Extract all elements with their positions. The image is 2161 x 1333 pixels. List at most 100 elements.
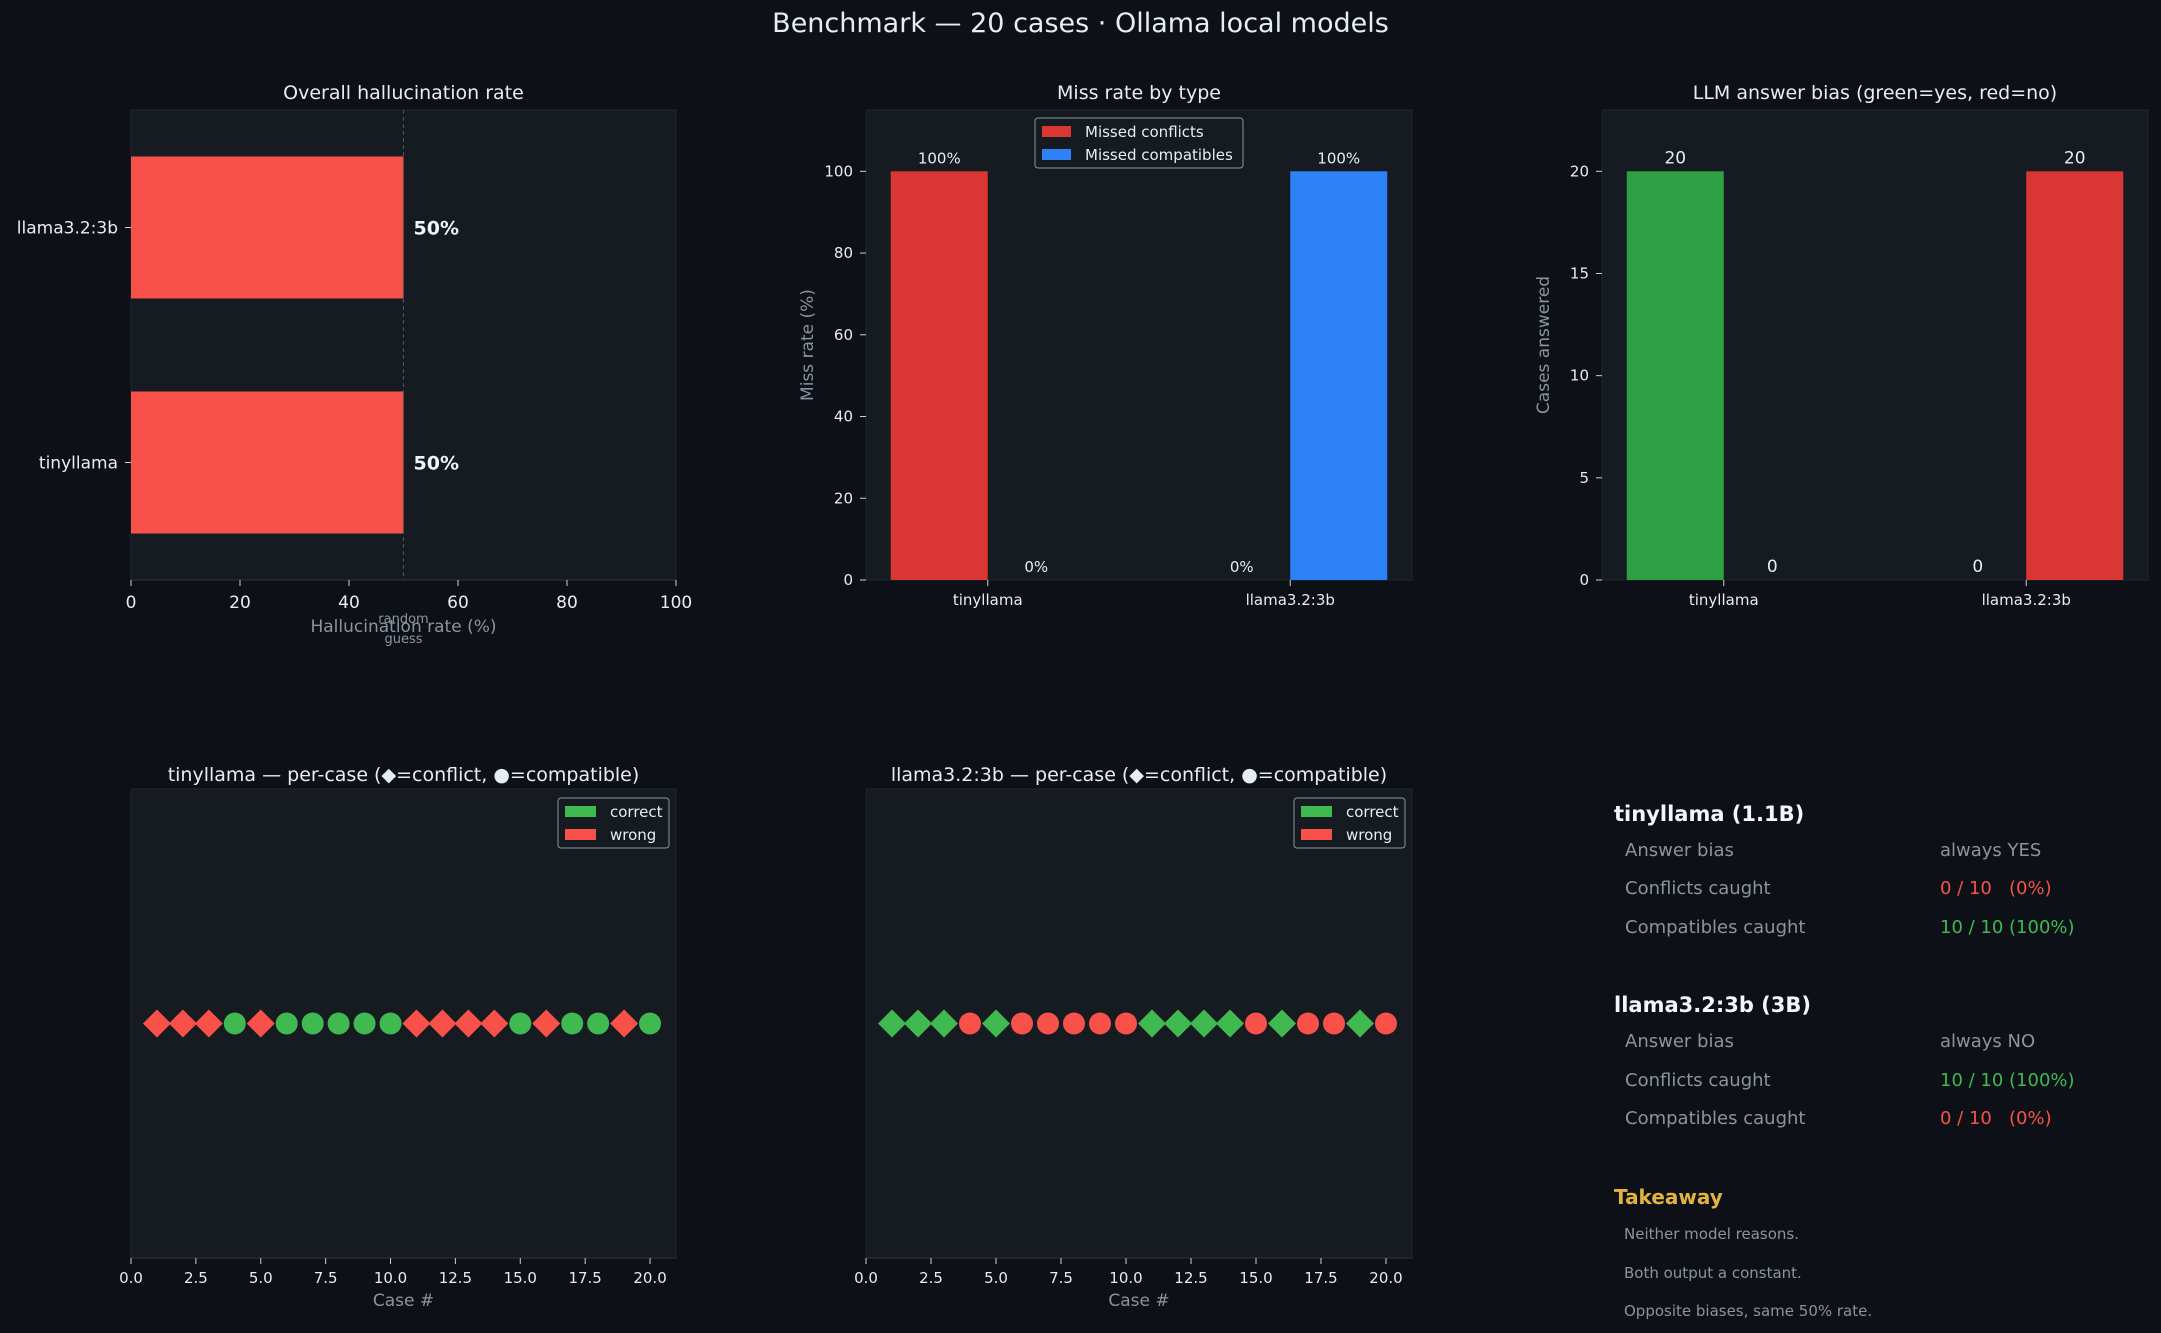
llama-cases-xtick-label-8: 20.0 xyxy=(1369,1269,1402,1287)
tinyllama-cases-xtick-label-6: 15.0 xyxy=(504,1269,537,1287)
llama-cases-x-axis-title: Case # xyxy=(1108,1291,1169,1311)
tinyllama-cases-case-4-compatible xyxy=(223,1012,246,1035)
miss-y-axis-title: Miss rate (%) xyxy=(798,289,818,401)
overall-xtick-label-100: 100 xyxy=(660,593,692,613)
bias-bar-label-llama3.2:3b-0: 0 xyxy=(1972,557,1983,577)
tinyllama-cases-xtick-label-5: 12.5 xyxy=(439,1269,472,1287)
llama-cases-xtick-label-4: 10.0 xyxy=(1109,1269,1142,1287)
bias-y-axis-title: Cases answered xyxy=(1534,276,1554,414)
tinyllama-cases-case-13-conflict xyxy=(454,1009,483,1038)
bias-bar-label-llama3.2:3b-1: 20 xyxy=(2064,148,2086,168)
llama-cases-case-20-compatible xyxy=(1375,1012,1397,1035)
tinyllama-cases-case-3-conflict xyxy=(194,1009,223,1038)
tinyllama-cases-case-20-compatible xyxy=(639,1012,662,1035)
bias-ytick-label-20: 20 xyxy=(1570,162,1589,180)
llama-cases-case-13-conflict xyxy=(1190,1009,1218,1038)
llama-cases-case-16-conflict xyxy=(1268,1009,1296,1038)
miss-bar-label-llama3.2:3b-1: 100% xyxy=(1317,149,1360,167)
tinyllama-cases-xtick-label-3: 7.5 xyxy=(314,1269,338,1287)
tinyllama-cases-legend-label-wrong: wrong xyxy=(610,826,656,844)
overall-ytick-label-llama3.2:3b: llama3.2:3b xyxy=(17,219,118,239)
bias-bar-tinyllama-0 xyxy=(1626,171,1724,580)
overall-xtick-label-40: 40 xyxy=(338,593,360,613)
overall-bar-llama3.2:3b xyxy=(131,156,404,299)
tinyllama-cases-case-10-compatible xyxy=(379,1012,402,1035)
takeaway-line-2: Both output a constant. xyxy=(1624,1264,1802,1282)
overall-bar-label-llama3.2:3b: 50% xyxy=(414,218,459,240)
miss-ytick-label-20: 20 xyxy=(834,489,853,507)
llama-cases-case-12-conflict xyxy=(1164,1009,1192,1038)
tinyllama-cases-xtick-label-1: 2.5 xyxy=(184,1269,208,1287)
tinyllama-cases-case-14-conflict xyxy=(480,1009,509,1038)
tinyllama-cases-legend-swatch-wrong xyxy=(565,829,596,840)
bias-chart-title: LLM answer bias (green=yes, red=no) xyxy=(1692,82,2058,104)
tinyllama-cases-case-8-compatible xyxy=(327,1012,350,1035)
model-2-compatibles-label: Compatibles caught xyxy=(1625,1108,1806,1129)
model-2-conflicts-value: 10 / 10 (100%) xyxy=(1940,1070,2075,1091)
tinyllama-cases-case-9-compatible xyxy=(353,1012,376,1035)
bias-xtick-label-tinyllama: tinyllama xyxy=(1689,591,1759,609)
bias-bar-label-tinyllama-1: 0 xyxy=(1767,557,1778,577)
llama-cases-case-6-compatible xyxy=(1011,1012,1033,1035)
llama-cases-case-15-compatible xyxy=(1245,1012,1267,1035)
tinyllama-cases-xtick-label-0: 0.0 xyxy=(119,1269,143,1287)
tinyllama-cases-case-18-compatible xyxy=(587,1012,610,1035)
model-1-bias-value: always YES xyxy=(1940,840,2042,861)
miss-bar-llama3.2:3b-1 xyxy=(1290,171,1388,580)
llama-cases-case-2-conflict xyxy=(904,1009,932,1038)
overall-xtick-label-0: 0 xyxy=(126,593,137,613)
llama-cases-case-4-compatible xyxy=(959,1012,981,1035)
random-guess-label-1: random xyxy=(378,612,428,627)
miss-ytick-label-40: 40 xyxy=(834,408,853,426)
takeaway-heading: Takeaway xyxy=(1614,1185,1723,1209)
llama-cases-legend-swatch-wrong xyxy=(1301,829,1332,840)
tinyllama-cases-case-15-compatible xyxy=(509,1012,532,1035)
overall-ytick-label-tinyllama: tinyllama xyxy=(39,454,118,474)
tinyllama-cases-case-1-conflict xyxy=(142,1009,171,1038)
miss-legend-swatch-0 xyxy=(1042,126,1071,137)
tinyllama-cases-xtick-label-4: 10.0 xyxy=(374,1269,407,1287)
llama-cases-case-8-compatible xyxy=(1063,1012,1085,1035)
model-2-heading: llama3.2:3b (3B) xyxy=(1614,993,1811,1017)
tinyllama-cases-xtick-label-8: 20.0 xyxy=(633,1269,666,1287)
miss-bar-label-llama3.2:3b-0: 0% xyxy=(1230,558,1254,576)
llama-cases-case-5-conflict xyxy=(982,1009,1010,1038)
llama-cases-case-11-conflict xyxy=(1138,1009,1166,1038)
llama-cases-xtick-label-3: 7.5 xyxy=(1049,1269,1073,1287)
bias-ytick-label-0: 0 xyxy=(1579,571,1589,589)
takeaway-line-1: Neither model reasons. xyxy=(1624,1225,1799,1243)
miss-bar-label-tinyllama-0: 100% xyxy=(918,149,961,167)
bias-xtick-label-llama3.2:3b: llama3.2:3b xyxy=(1982,591,2071,609)
model-2-compatibles-value: 0 / 10 (0%) xyxy=(1940,1108,2052,1129)
tinyllama-cases-legend-label-correct: correct xyxy=(610,803,663,821)
miss-ytick-label-80: 80 xyxy=(834,244,853,262)
llama-cases-xtick-label-6: 15.0 xyxy=(1239,1269,1272,1287)
llama-cases-legend-label-wrong: wrong xyxy=(1346,826,1392,844)
model-2-bias-value: always NO xyxy=(1940,1031,2036,1052)
tinyllama-cases-case-2-conflict xyxy=(168,1009,197,1038)
llama-cases-xtick-label-5: 12.5 xyxy=(1174,1269,1207,1287)
miss-bar-label-tinyllama-1: 0% xyxy=(1024,558,1048,576)
overall-xtick-label-20: 20 xyxy=(229,593,251,613)
overall-chart-title: Overall hallucination rate xyxy=(283,82,524,104)
bias-bar-label-tinyllama-0: 20 xyxy=(1664,148,1686,168)
overall-bar-tinyllama xyxy=(131,391,404,534)
tinyllama-cases-case-16-conflict xyxy=(532,1009,561,1038)
tinyllama-cases-xtick-label-7: 17.5 xyxy=(568,1269,601,1287)
model-1-bias-label: Answer bias xyxy=(1625,840,1734,861)
miss-chart-title: Miss rate by type xyxy=(1057,82,1221,104)
miss-legend-swatch-1 xyxy=(1042,149,1071,160)
llama-cases-case-17-compatible xyxy=(1297,1012,1319,1035)
tinyllama-cases-case-17-compatible xyxy=(561,1012,584,1035)
model-2-bias-label: Answer bias xyxy=(1625,1031,1734,1052)
model-1-conflicts-label: Conflicts caught xyxy=(1625,878,1771,899)
llama-cases-case-3-conflict xyxy=(930,1009,958,1038)
miss-ytick-label-0: 0 xyxy=(843,571,853,589)
tinyllama-cases-case-7-compatible xyxy=(301,1012,324,1035)
tinyllama-cases-x-axis-title: Case # xyxy=(373,1291,434,1311)
overall-bar-label-tinyllama: 50% xyxy=(414,453,459,475)
miss-legend-label-1: Missed compatibles xyxy=(1085,146,1233,164)
llama-cases-xtick-label-2: 5.0 xyxy=(984,1269,1008,1287)
model-1-conflicts-value: 0 / 10 (0%) xyxy=(1940,878,2052,899)
bias-bar-llama3.2:3b-1 xyxy=(2026,171,2124,580)
